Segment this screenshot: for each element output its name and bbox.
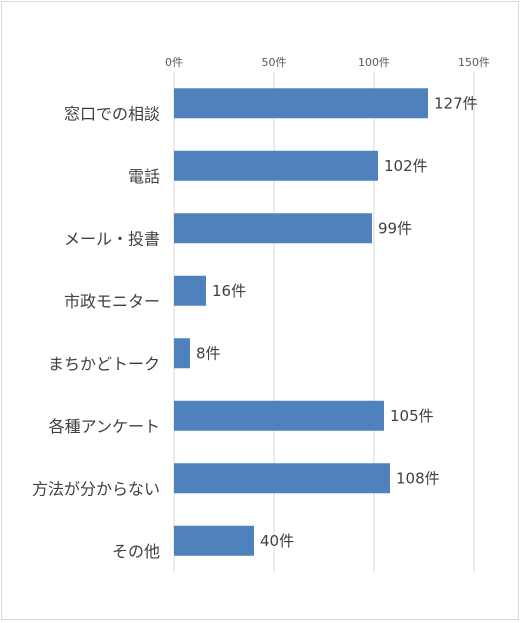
bar-2 — [174, 213, 372, 244]
data-label-1: 102件 — [384, 157, 428, 175]
bar-4 — [174, 338, 190, 369]
bar-1 — [174, 150, 378, 181]
category-label-6: 方法が分からない — [32, 479, 160, 498]
data-label-4: 8件 — [196, 344, 221, 362]
data-label-6: 108件 — [396, 469, 440, 487]
bar-0 — [174, 88, 428, 119]
x-tick-label-0: 0件 — [165, 56, 183, 69]
x-tick-label-100: 100件 — [358, 56, 390, 69]
category-label-4: まちかどトーク — [48, 354, 160, 373]
data-label-5: 105件 — [390, 407, 434, 425]
bar-3 — [174, 275, 206, 306]
data-label-0: 127件 — [434, 94, 478, 112]
category-label-2: メール・投書 — [64, 229, 160, 248]
bar-6 — [174, 463, 390, 494]
category-label-0: 窓口での相談 — [64, 104, 160, 123]
category-label-1: 電話 — [128, 167, 160, 186]
data-label-7: 40件 — [260, 532, 294, 550]
bar-5 — [174, 400, 384, 431]
data-label-2: 99件 — [378, 219, 412, 237]
category-label-5: 各種アンケート — [49, 417, 160, 436]
x-tick-label-150: 150件 — [458, 56, 490, 69]
x-tick-label-50: 50件 — [262, 56, 287, 69]
category-label-7: その他 — [112, 542, 160, 561]
data-label-3: 16件 — [212, 282, 246, 300]
category-label-3: 市政モニター — [64, 292, 160, 311]
bar-7 — [174, 525, 254, 556]
